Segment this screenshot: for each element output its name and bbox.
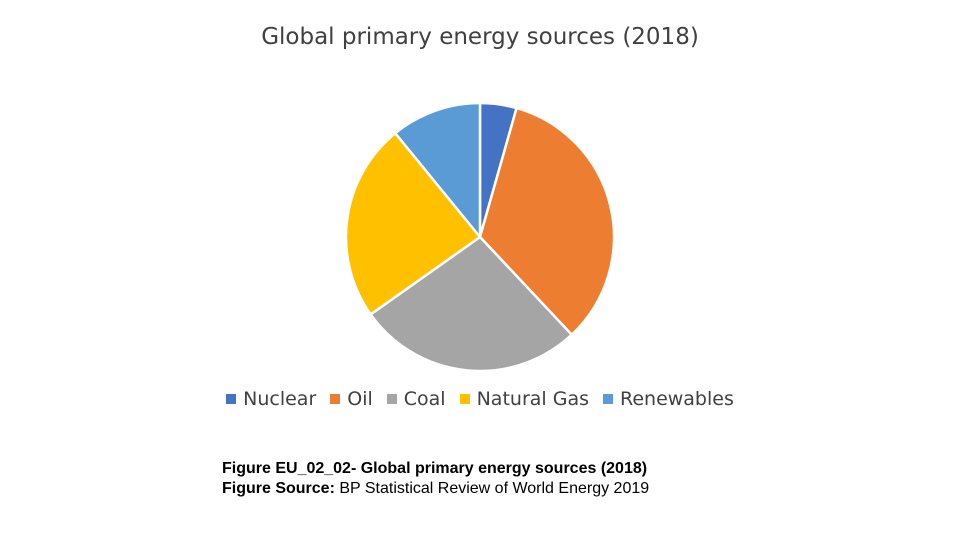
caption-source-label: Figure Source:	[222, 480, 335, 497]
caption-line-1: Figure EU_02_02- Global primary energy s…	[222, 460, 648, 477]
pie-slice-coal	[369, 235, 573, 373]
legend-label: Oil	[347, 388, 373, 410]
legend-swatch	[386, 394, 397, 404]
legend-item-nuclear: Nuclear	[226, 388, 316, 410]
legend-label: Nuclear	[243, 388, 317, 410]
legend-item-oil: Oil	[330, 388, 373, 410]
legend: Nuclear Oil Coal Natural Gas Renewables	[0, 388, 960, 410]
figure-caption: Figure EU_02_02- Global primary energy s…	[222, 459, 922, 499]
caption-line-2: Figure Source: BP Statistical Review of …	[222, 479, 922, 499]
legend-swatch	[602, 394, 613, 404]
pie-slice-oil	[478, 106, 616, 336]
legend-label: Coal	[403, 388, 446, 410]
pie-slice-natural-gas	[344, 131, 482, 316]
legend-label: Renewables	[619, 388, 734, 410]
pie-slice-renewables	[393, 101, 482, 239]
legend-label: Natural Gas	[476, 388, 589, 410]
legend-item-natural-gas: Natural Gas	[459, 388, 589, 410]
legend-swatch	[459, 394, 470, 404]
chart-title: Global primary energy sources (2018)	[261, 24, 699, 50]
legend-item-renewables: Renewables	[602, 388, 734, 410]
legend-item-coal: Coal	[386, 388, 446, 410]
caption-source-text: BP Statistical Review of World Energy 20…	[334, 480, 650, 497]
legend-swatch	[226, 394, 237, 404]
legend-swatch	[330, 394, 341, 404]
